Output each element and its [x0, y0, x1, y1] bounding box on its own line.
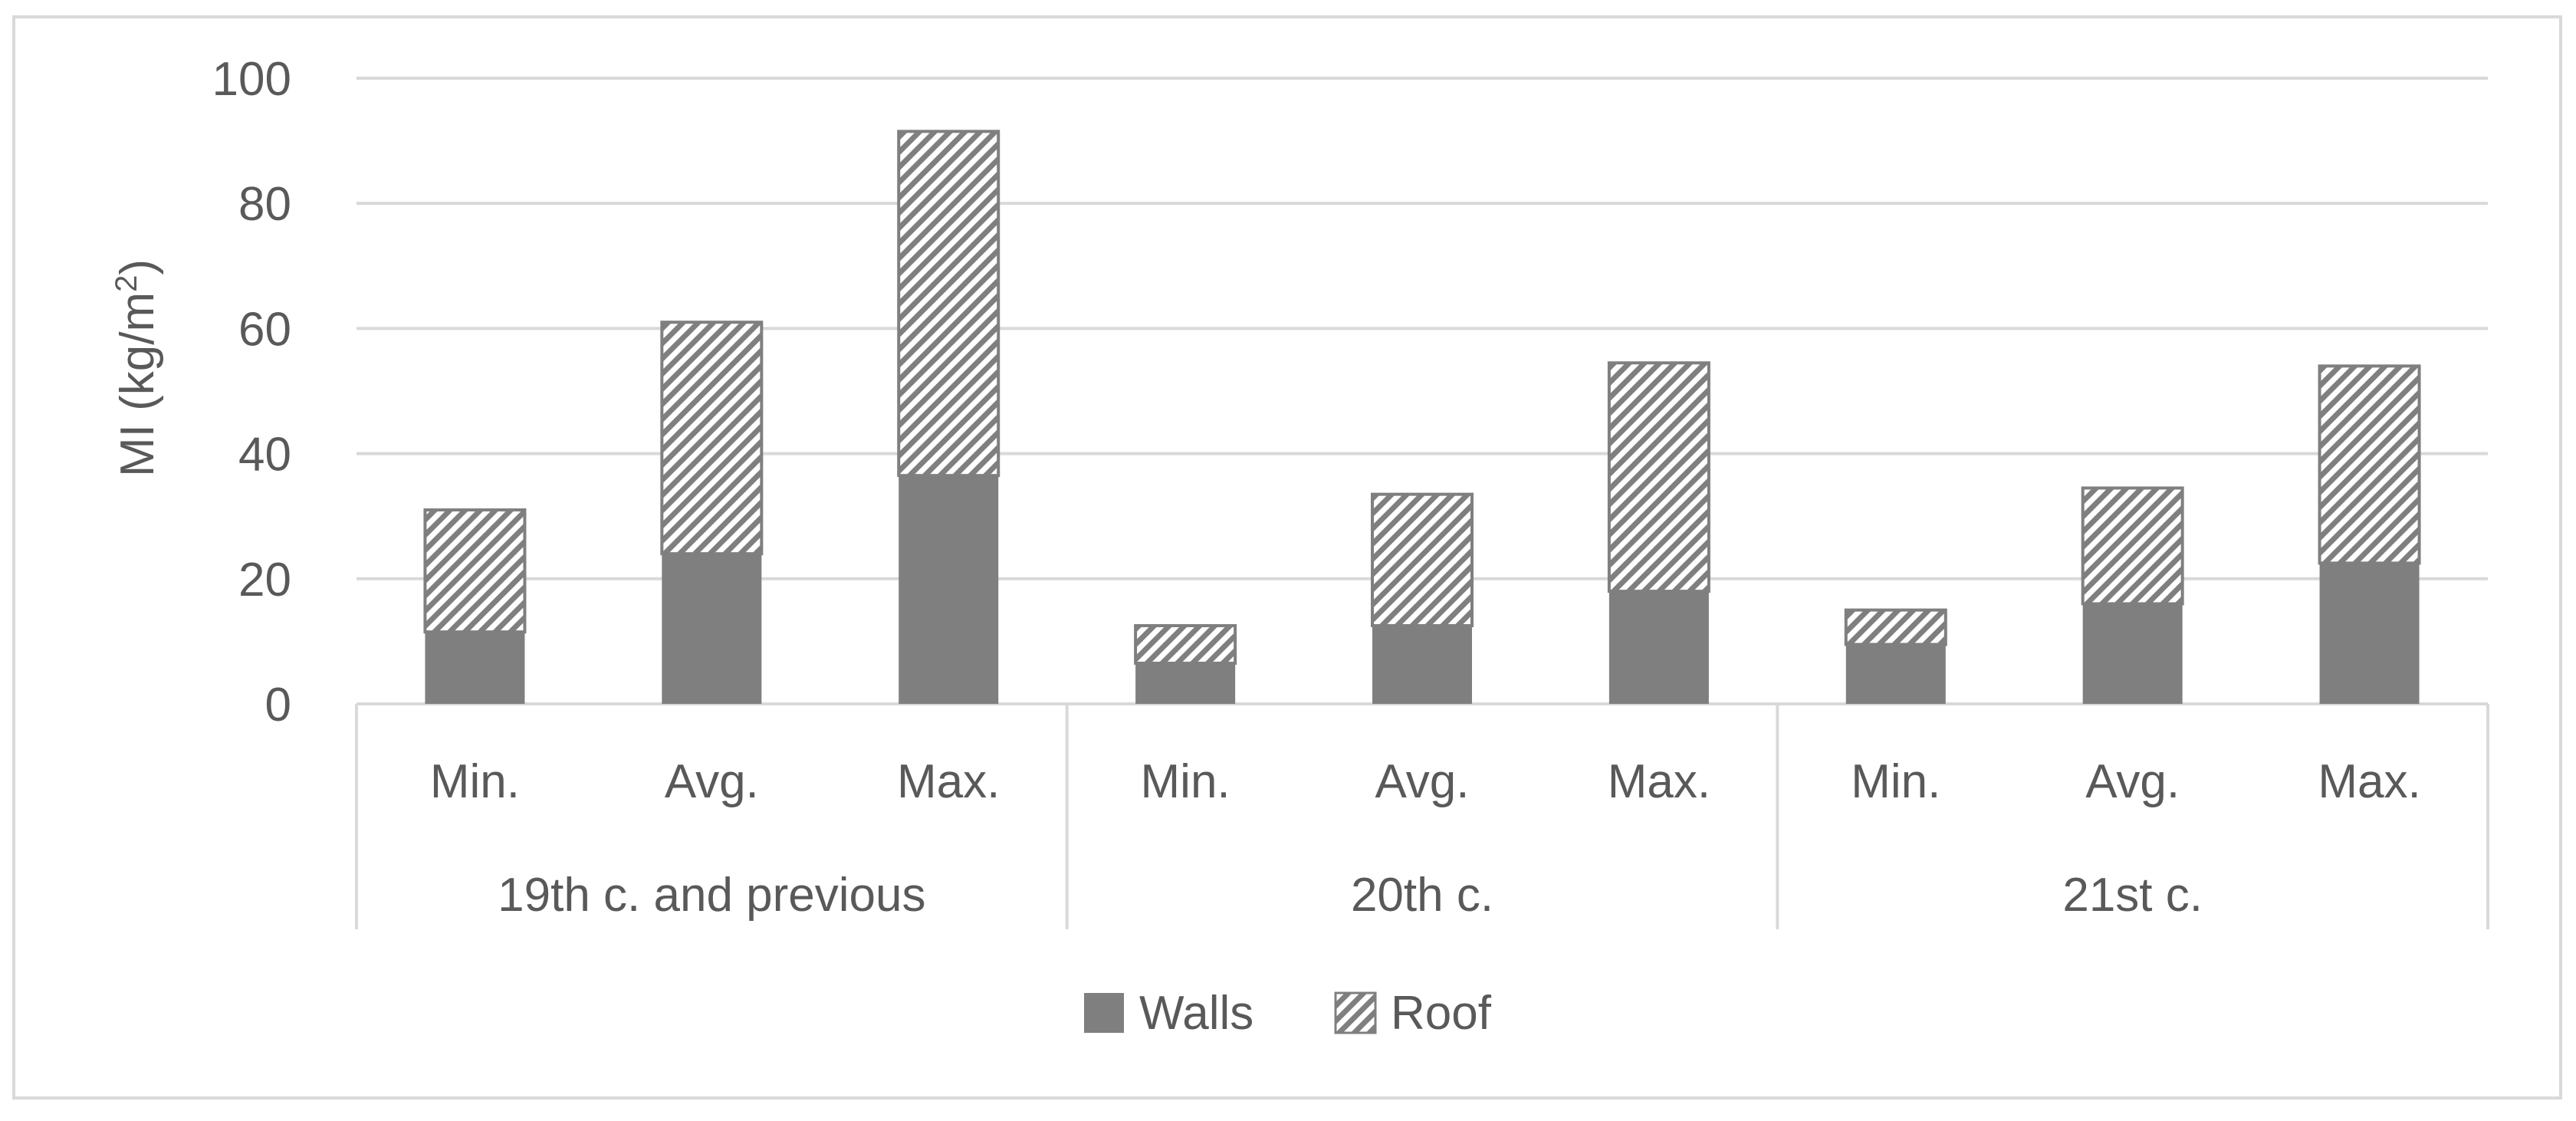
x-category-label: Min. [1141, 755, 1230, 808]
x-group-label: 21st c. [2062, 869, 2203, 922]
x-category-label: Max. [2318, 755, 2420, 808]
y-tick-label: 40 [238, 429, 291, 482]
y-tick-label: 20 [238, 554, 291, 607]
bar-roof [2081, 486, 2184, 606]
bar-walls [1372, 626, 1472, 704]
legend-swatch-roof [1334, 991, 1377, 1034]
legend-label-walls: Walls [1139, 987, 1254, 1040]
bar-walls [1608, 591, 1709, 704]
axis-labels: 0 20 40 60 80 100 MI (kg/m2) Min. Avg. Max. 19th c… [110, 53, 2421, 922]
legend: Walls Roof [1084, 987, 1492, 1040]
x-category-label: Min. [1851, 755, 1940, 808]
y-tick-label: 0 [265, 679, 291, 731]
x-category-label: Avg. [2085, 755, 2180, 808]
bar-walls [899, 475, 999, 704]
bars [423, 130, 2421, 704]
bar-roof [1134, 624, 1237, 665]
bar-walls [1135, 662, 1236, 704]
bar-walls [2082, 603, 2183, 704]
x-group-label: 20th c. [1351, 869, 1493, 922]
bar-walls [425, 632, 525, 704]
bar-roof [423, 508, 527, 634]
legend-swatch-walls [1084, 993, 1124, 1033]
bar-roof [1844, 608, 1947, 646]
bar-roof [1607, 361, 1710, 593]
y-tick-label: 60 [238, 303, 291, 356]
bar-roof [660, 321, 764, 556]
y-tick-label: 100 [212, 53, 291, 106]
x-category-label: Avg. [665, 755, 759, 808]
y-axis-title: MI (kg/m2) [110, 259, 164, 477]
y-tick-label: 80 [238, 178, 291, 231]
x-category-label: Max. [897, 755, 1000, 808]
legend-label-roof: Roof [1391, 987, 1492, 1040]
bar-walls [2319, 563, 2420, 704]
x-group-label: 19th c. and previous [498, 869, 925, 922]
bar-roof [1371, 492, 1474, 628]
x-category-label: Max. [1608, 755, 1710, 808]
bar-walls [662, 554, 762, 704]
x-category-label: Min. [430, 755, 520, 808]
bar-walls [1845, 644, 1946, 704]
bar-roof [897, 130, 1001, 478]
x-category-label: Avg. [1375, 755, 1470, 808]
bar-roof [2318, 364, 2421, 565]
